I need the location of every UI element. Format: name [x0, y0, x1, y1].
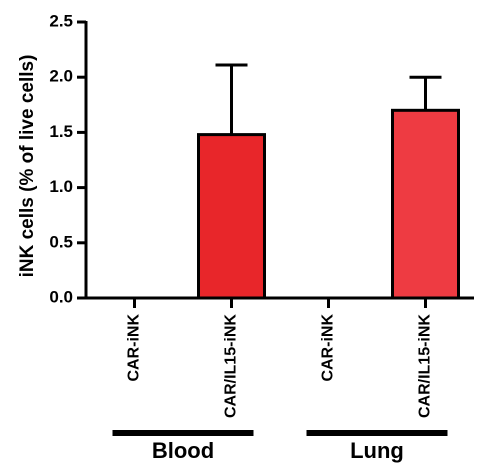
- x-axis: CAR-iNK CAR/IL15-iNK CAR-iNK CAR/IL15-iNK: [84, 296, 474, 418]
- y-tick-label: 0.0: [49, 287, 73, 306]
- bars: [197, 108, 460, 300]
- x-tick-label: CAR/IL15-iNK: [223, 314, 240, 418]
- group-brackets: Blood Lung: [112, 430, 448, 463]
- y-tick-label: 1.0: [49, 177, 73, 196]
- y-tick-label: 1.5: [49, 122, 73, 141]
- error-bars: [215, 63, 442, 135]
- y-tick-label: 0.5: [49, 232, 73, 251]
- x-tick-label: CAR-iNK: [126, 314, 143, 382]
- y-tick-label: 2.5: [49, 11, 73, 30]
- bar: [391, 108, 460, 300]
- y-axis-label: iNK cells (% of live cells): [17, 55, 38, 278]
- y-axis: 0.0 0.5 1.0 1.5 2.0 2.5: [49, 11, 88, 306]
- x-tick-label: CAR/IL15-iNK: [417, 314, 434, 418]
- bar: [197, 133, 266, 300]
- x-tick-label: CAR-iNK: [320, 314, 337, 382]
- group-label: Blood: [152, 438, 214, 463]
- group-label: Lung: [350, 438, 404, 463]
- y-tick-label: 2.0: [49, 67, 73, 86]
